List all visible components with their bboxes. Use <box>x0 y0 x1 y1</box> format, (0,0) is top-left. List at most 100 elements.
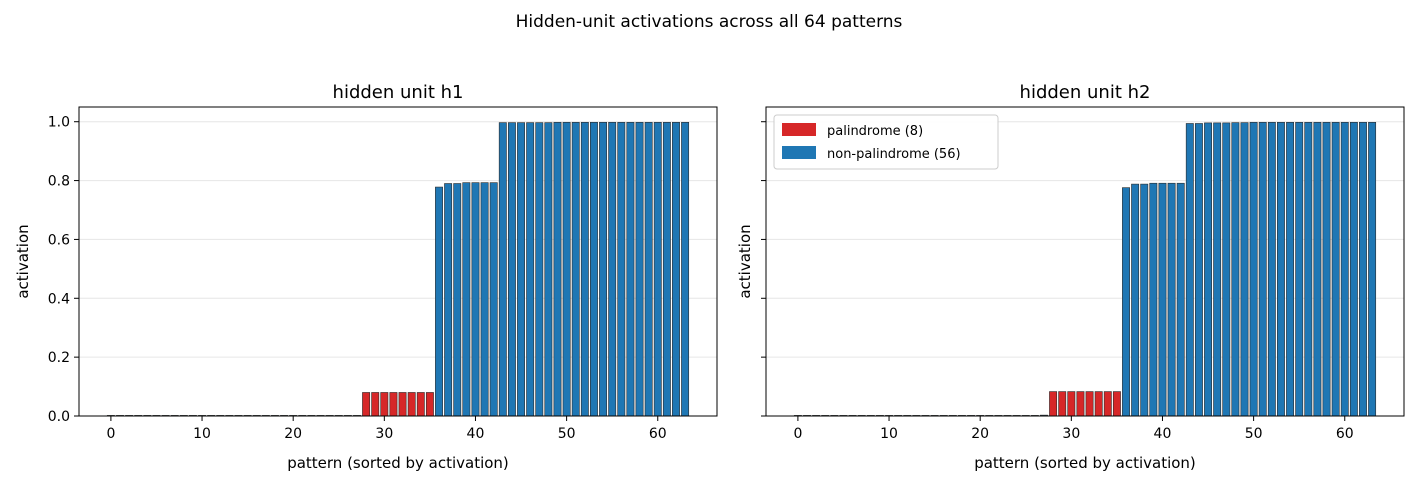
bar-non-palindrome <box>535 122 544 417</box>
bar-non-palindrome <box>444 183 453 417</box>
bar-palindrome <box>398 392 407 417</box>
legend: palindrome (8) non-palindrome (56) <box>773 114 999 170</box>
bar-palindrome <box>380 392 389 417</box>
bar-non-palindrome <box>599 122 608 417</box>
bar-palindrome <box>1112 391 1121 417</box>
bar-non-palindrome <box>1277 122 1285 417</box>
x-tick-label: 20 <box>284 426 302 442</box>
bar-non-palindrome <box>1149 182 1158 417</box>
x-tick-label: 0 <box>793 426 802 442</box>
bar-non-palindrome <box>435 186 443 417</box>
y-tick-label: 0.8 <box>48 174 70 190</box>
bar-non-palindrome <box>617 122 626 417</box>
bar-non-palindrome <box>489 182 498 417</box>
panel-title: hidden unit h1 <box>333 82 464 103</box>
x-axis-label: pattern (sorted by activation) <box>287 454 509 472</box>
bar-non-palindrome <box>1286 122 1295 417</box>
bar-palindrome <box>1049 391 1058 417</box>
bar-non-palindrome <box>1322 122 1331 417</box>
bar-non-palindrome <box>1167 182 1176 417</box>
bar-non-palindrome <box>471 182 480 417</box>
bar-palindrome <box>1103 391 1112 417</box>
bar-non-palindrome <box>1131 183 1140 417</box>
y-tick-label: 0.0 <box>48 409 70 425</box>
bar-non-palindrome <box>544 122 553 417</box>
bar-palindrome <box>371 392 380 417</box>
panel-h1: 0 10 20 30 40 50 60 0.0 0.2 0.4 0.6 0.8 1.0 hidden un… <box>14 82 718 472</box>
bar-non-palindrome <box>626 122 635 417</box>
bar-palindrome <box>416 392 425 417</box>
bar-non-palindrome <box>1304 122 1313 417</box>
bar-palindrome <box>362 392 371 417</box>
bar-non-palindrome <box>1204 122 1212 417</box>
bar-non-palindrome <box>1340 122 1349 417</box>
bar-non-palindrome <box>644 122 653 417</box>
x-axis-label: pattern (sorted by activation) <box>974 454 1196 472</box>
bar-non-palindrome <box>1222 122 1231 417</box>
x-tick-label: 50 <box>1245 426 1263 442</box>
bar-non-palindrome <box>608 122 617 417</box>
bar-non-palindrome <box>526 122 535 417</box>
x-tick-label: 50 <box>558 426 576 442</box>
y-axis-label: activation <box>14 224 32 298</box>
bar-palindrome <box>1076 391 1085 417</box>
plot-frame <box>78 106 718 417</box>
x-tick-label: 40 <box>1154 426 1172 442</box>
bar-non-palindrome <box>1295 122 1304 417</box>
bar-palindrome <box>1094 391 1103 417</box>
bar-non-palindrome <box>1158 182 1167 417</box>
legend-box <box>773 114 999 170</box>
x-tick-label: 60 <box>649 426 667 442</box>
legend-label-non-palindrome: non-palindrome (56) <box>827 147 961 162</box>
bar-non-palindrome <box>1349 122 1358 417</box>
y-tick-label: 0.6 <box>48 232 70 248</box>
y-tick-label: 1.0 <box>48 115 70 131</box>
bar-non-palindrome <box>590 122 598 417</box>
figure-suptitle: Hidden-unit activations across all 64 pa… <box>516 12 903 32</box>
x-tick-label: 40 <box>467 426 485 442</box>
x-tick-label: 30 <box>375 426 393 442</box>
y-axis-label: activation <box>736 224 754 298</box>
bar-non-palindrome <box>1267 122 1276 417</box>
bar-non-palindrome <box>1231 122 1240 417</box>
bar-non-palindrome <box>1176 182 1185 417</box>
bar-non-palindrome <box>1331 122 1340 417</box>
bar-non-palindrome <box>681 122 690 417</box>
legend-label-palindrome: palindrome (8) <box>827 124 923 139</box>
plot-frame <box>765 106 1405 417</box>
bar-non-palindrome <box>653 122 662 417</box>
bar-non-palindrome <box>672 122 680 417</box>
panel-h2: 0 10 20 30 40 50 60 hidden unit h2 pattern (sort… <box>736 82 1405 472</box>
bar-non-palindrome <box>1140 183 1149 417</box>
bar-non-palindrome <box>571 122 580 417</box>
bar-non-palindrome <box>580 122 589 417</box>
x-tick-label: 60 <box>1336 426 1354 442</box>
bar-non-palindrome <box>1313 122 1322 417</box>
bar-non-palindrome <box>498 122 507 417</box>
x-tick-label: 10 <box>880 426 898 442</box>
bar-non-palindrome <box>1368 122 1377 417</box>
bar-non-palindrome <box>635 122 644 417</box>
bar-palindrome <box>425 392 434 417</box>
bar-non-palindrome <box>562 122 571 417</box>
bar-non-palindrome <box>507 122 516 417</box>
bar-non-palindrome <box>1240 122 1249 417</box>
bar-palindrome <box>1067 391 1076 417</box>
bar-non-palindrome <box>1249 122 1258 417</box>
bar-non-palindrome <box>480 182 489 417</box>
legend-swatch-non-palindrome <box>782 146 816 159</box>
bar-non-palindrome <box>453 183 462 417</box>
bar-non-palindrome <box>462 182 471 417</box>
bar-non-palindrome <box>1213 122 1222 417</box>
bar-non-palindrome <box>553 122 562 417</box>
bar-non-palindrome <box>1185 123 1194 417</box>
bar-non-palindrome <box>1359 122 1367 417</box>
y-tick-label: 0.2 <box>48 350 70 366</box>
bar-palindrome <box>407 392 416 417</box>
x-tick-label: 30 <box>1062 426 1080 442</box>
panel-title: hidden unit h2 <box>1020 82 1151 103</box>
bar-non-palindrome <box>517 122 525 417</box>
bar-non-palindrome <box>1258 122 1267 417</box>
x-tick-label: 10 <box>193 426 211 442</box>
